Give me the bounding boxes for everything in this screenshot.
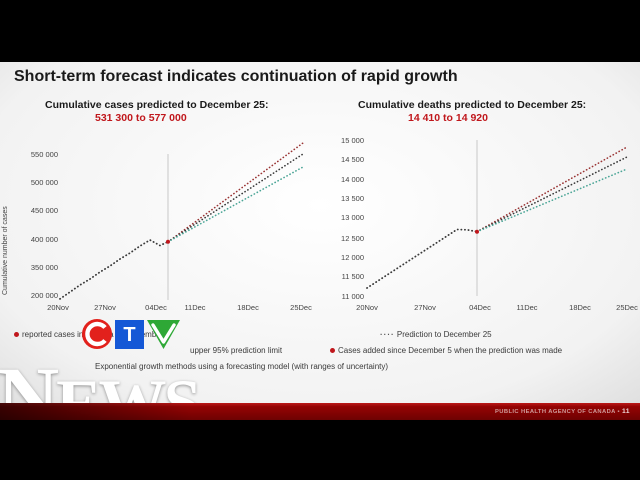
svg-text:T: T (123, 324, 135, 346)
